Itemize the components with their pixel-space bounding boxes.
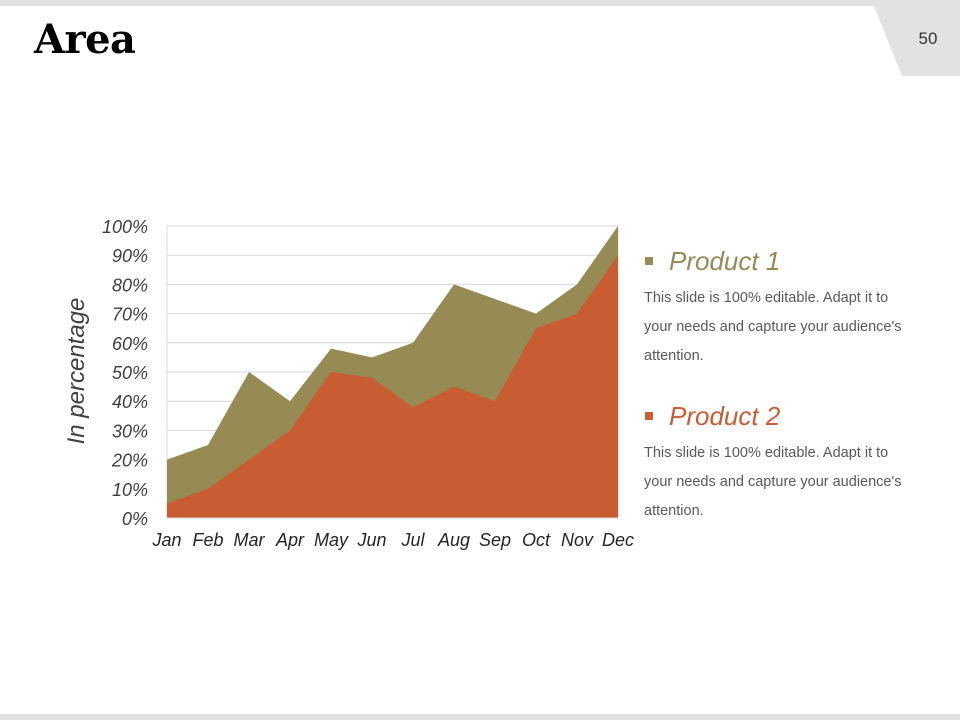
x-tick-label: Aug (437, 530, 470, 550)
x-tick-label: Jul (400, 530, 425, 550)
y-tick-label: 50% (112, 363, 148, 383)
x-tick-label: Jan (151, 530, 181, 550)
legend-bullet-icon (645, 412, 653, 420)
y-axis-ticks: 0% 10% 20% 30% 40% 50% 60% 70% 80% 90% 100% (102, 217, 148, 529)
legend-description: This slide is 100% editable. Adapt it to… (644, 445, 902, 519)
y-tick-label: 10% (112, 480, 148, 500)
x-axis-ticks: Jan Feb Mar Apr May Jun Jul Aug Sep Oct Nov Dec (151, 530, 634, 550)
area-series (167, 226, 618, 519)
y-tick-label: 20% (111, 451, 148, 471)
x-tick-label: Mar (234, 530, 266, 550)
bottom-border-bar (0, 714, 960, 720)
x-tick-label: Jun (356, 530, 386, 550)
y-tick-label: 100% (102, 217, 148, 237)
y-tick-label: 40% (112, 392, 148, 412)
x-tick-label: Oct (522, 530, 551, 550)
legend-bullet-icon (645, 257, 653, 265)
x-tick-label: Apr (275, 530, 305, 550)
y-tick-label: 90% (112, 246, 148, 266)
x-tick-label: Feb (192, 530, 223, 550)
slide-title: Area (34, 16, 136, 63)
y-tick-label: 70% (112, 305, 148, 325)
page-number-tab (874, 6, 960, 76)
page-number: 50 (918, 29, 938, 48)
y-axis-label: In percentage (63, 298, 90, 445)
x-tick-label: Nov (561, 530, 594, 550)
x-tick-label: May (314, 530, 349, 550)
legend-description: This slide is 100% editable. Adapt it to… (644, 290, 902, 364)
y-tick-label: 60% (112, 334, 148, 354)
legend-title: Product 2 (669, 400, 781, 431)
legend-entry-product-1: Product 1 This slide is 100% editable. A… (640, 244, 910, 371)
y-tick-label: 0% (122, 509, 148, 529)
x-tick-label: Dec (602, 530, 634, 550)
legend-title: Product 1 (669, 245, 781, 276)
y-tick-label: 80% (112, 275, 148, 295)
top-border-bar (0, 0, 960, 6)
x-tick-label: Sep (479, 530, 511, 550)
legend-entry-product-2: Product 2 This slide is 100% editable. A… (640, 399, 910, 526)
y-tick-label: 30% (112, 421, 148, 441)
area-series-product-2 (167, 255, 618, 518)
